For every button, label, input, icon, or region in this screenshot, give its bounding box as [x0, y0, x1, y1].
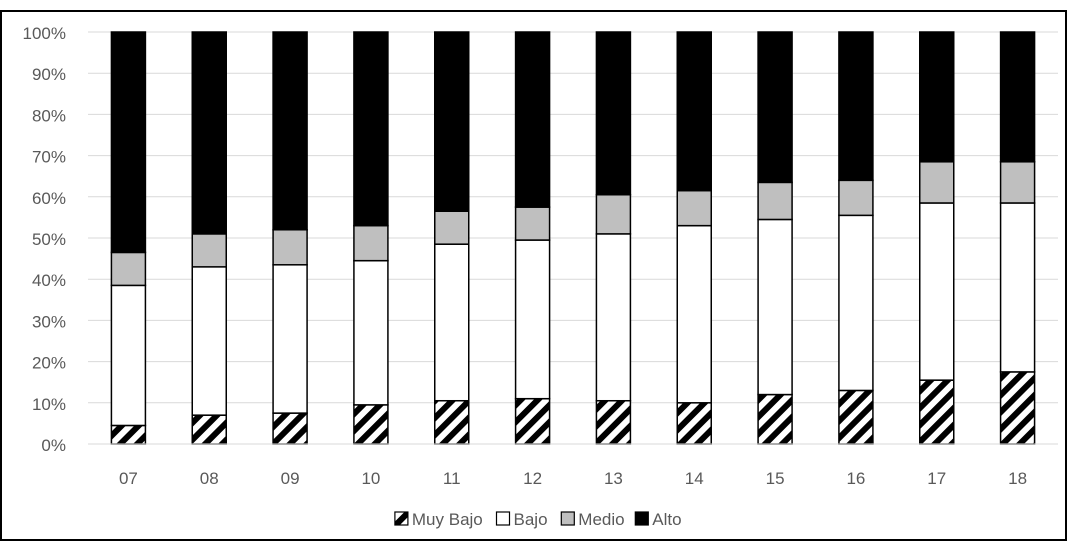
bar-segment-muy-bajo [110, 424, 147, 445]
bar-segment-alto [514, 31, 551, 208]
bar-segment-medio [838, 179, 874, 217]
bar-segment-alto [757, 31, 793, 184]
bar-segment-medio [434, 210, 470, 245]
x-tick-label: 12 [523, 469, 542, 488]
x-tick-label: 09 [281, 469, 300, 488]
gridlines [88, 31, 1058, 404]
bar-segment-medio [272, 229, 308, 266]
legend-swatch-muy-bajo [394, 511, 409, 526]
bar-segment-alto [272, 31, 308, 231]
legend-label: Muy Bajo [412, 510, 483, 529]
y-tick-label: 50% [32, 230, 66, 249]
y-tick-label: 70% [32, 148, 66, 167]
bar-segment-medio [110, 251, 147, 287]
bar-segment-muy-bajo [514, 397, 551, 445]
bar-segment-bajo [676, 224, 712, 404]
legend-label: Medio [578, 510, 624, 529]
y-tick-label: 0% [41, 436, 66, 455]
x-tick-label: 10 [361, 469, 380, 488]
y-tick-label: 20% [32, 354, 66, 373]
bar-segment-medio [595, 193, 632, 235]
legend-swatch-medio [560, 511, 575, 526]
x-tick-label: 14 [685, 469, 704, 488]
y-tick-label: 10% [32, 395, 66, 414]
bar-segment-alto [595, 31, 632, 196]
bar-segment-medio [514, 206, 551, 241]
x-tick-label: 18 [1008, 469, 1027, 488]
bar-segment-alto [191, 31, 227, 235]
bar-segment-medio [191, 233, 227, 268]
bar-segment-alto [676, 31, 712, 192]
bar-segment-bajo [919, 202, 955, 381]
bar-segment-muy-bajo [757, 393, 793, 445]
x-tick-label: 07 [119, 469, 138, 488]
bar-segment-medio [999, 161, 1036, 204]
bar-segment-muy-bajo [191, 414, 227, 445]
bar-segment-bajo [757, 218, 793, 396]
y-tick-label: 80% [32, 106, 66, 125]
legend-swatch-alto [634, 511, 649, 526]
bar-segment-muy-bajo [272, 412, 308, 445]
bar-segment-alto [353, 31, 389, 227]
bar-segment-medio [676, 189, 712, 227]
y-tick-label: 60% [32, 189, 66, 208]
bar-segment-alto [999, 31, 1036, 163]
bar-segment-bajo [999, 202, 1036, 373]
bar-segment-bajo [191, 266, 227, 416]
x-tick-label: 08 [200, 469, 219, 488]
y-tick-label: 90% [32, 65, 66, 84]
bar-segment-muy-bajo [353, 404, 389, 445]
bar-segment-bajo [434, 243, 470, 402]
bar-segment-muy-bajo [838, 389, 874, 445]
bar-segment-alto [110, 31, 147, 254]
bar-segment-bajo [353, 259, 389, 406]
bar-segment-bajo [272, 264, 308, 414]
bar-segment-muy-bajo [999, 371, 1036, 445]
legend-label: Alto [652, 510, 681, 529]
bar-segment-alto [919, 31, 955, 163]
bar-segment-bajo [110, 284, 147, 427]
x-tick-label: 15 [766, 469, 785, 488]
y-tick-label: 40% [32, 271, 66, 290]
bar-segment-muy-bajo [595, 399, 632, 445]
x-tick-label: 13 [604, 469, 623, 488]
legend-label: Bajo [514, 510, 548, 529]
bar-segment-bajo [838, 214, 874, 392]
bar-segment-alto [838, 31, 874, 182]
bar-segment-muy-bajo [676, 402, 712, 445]
x-tick-label: 17 [927, 469, 946, 488]
legend-swatch-bajo [495, 511, 511, 526]
bar-segment-alto [434, 31, 470, 212]
bar-segment-bajo [595, 233, 632, 402]
bar-segment-medio [353, 224, 389, 262]
x-axis-ticks: 07 08 09 10 11 12 13 14 15 16 17 18 [119, 469, 1027, 488]
bar-segment-bajo [514, 239, 551, 400]
y-tick-label: 100% [23, 24, 66, 43]
bars [110, 31, 1036, 445]
bar-segment-muy-bajo [434, 399, 470, 445]
x-tick-label: 16 [846, 469, 865, 488]
x-tick-label: 11 [443, 469, 461, 488]
bar-segment-medio [757, 181, 793, 221]
bar-segment-medio [919, 161, 955, 204]
y-tick-label: 30% [32, 312, 66, 331]
y-axis-ticks: 0% 10% 20% 30% 40% 50% 60% 70% 80% 90% 100% [23, 24, 66, 455]
legend: Muy Bajo Bajo Medio Alto [394, 510, 682, 529]
bar-segment-muy-bajo [919, 379, 955, 445]
